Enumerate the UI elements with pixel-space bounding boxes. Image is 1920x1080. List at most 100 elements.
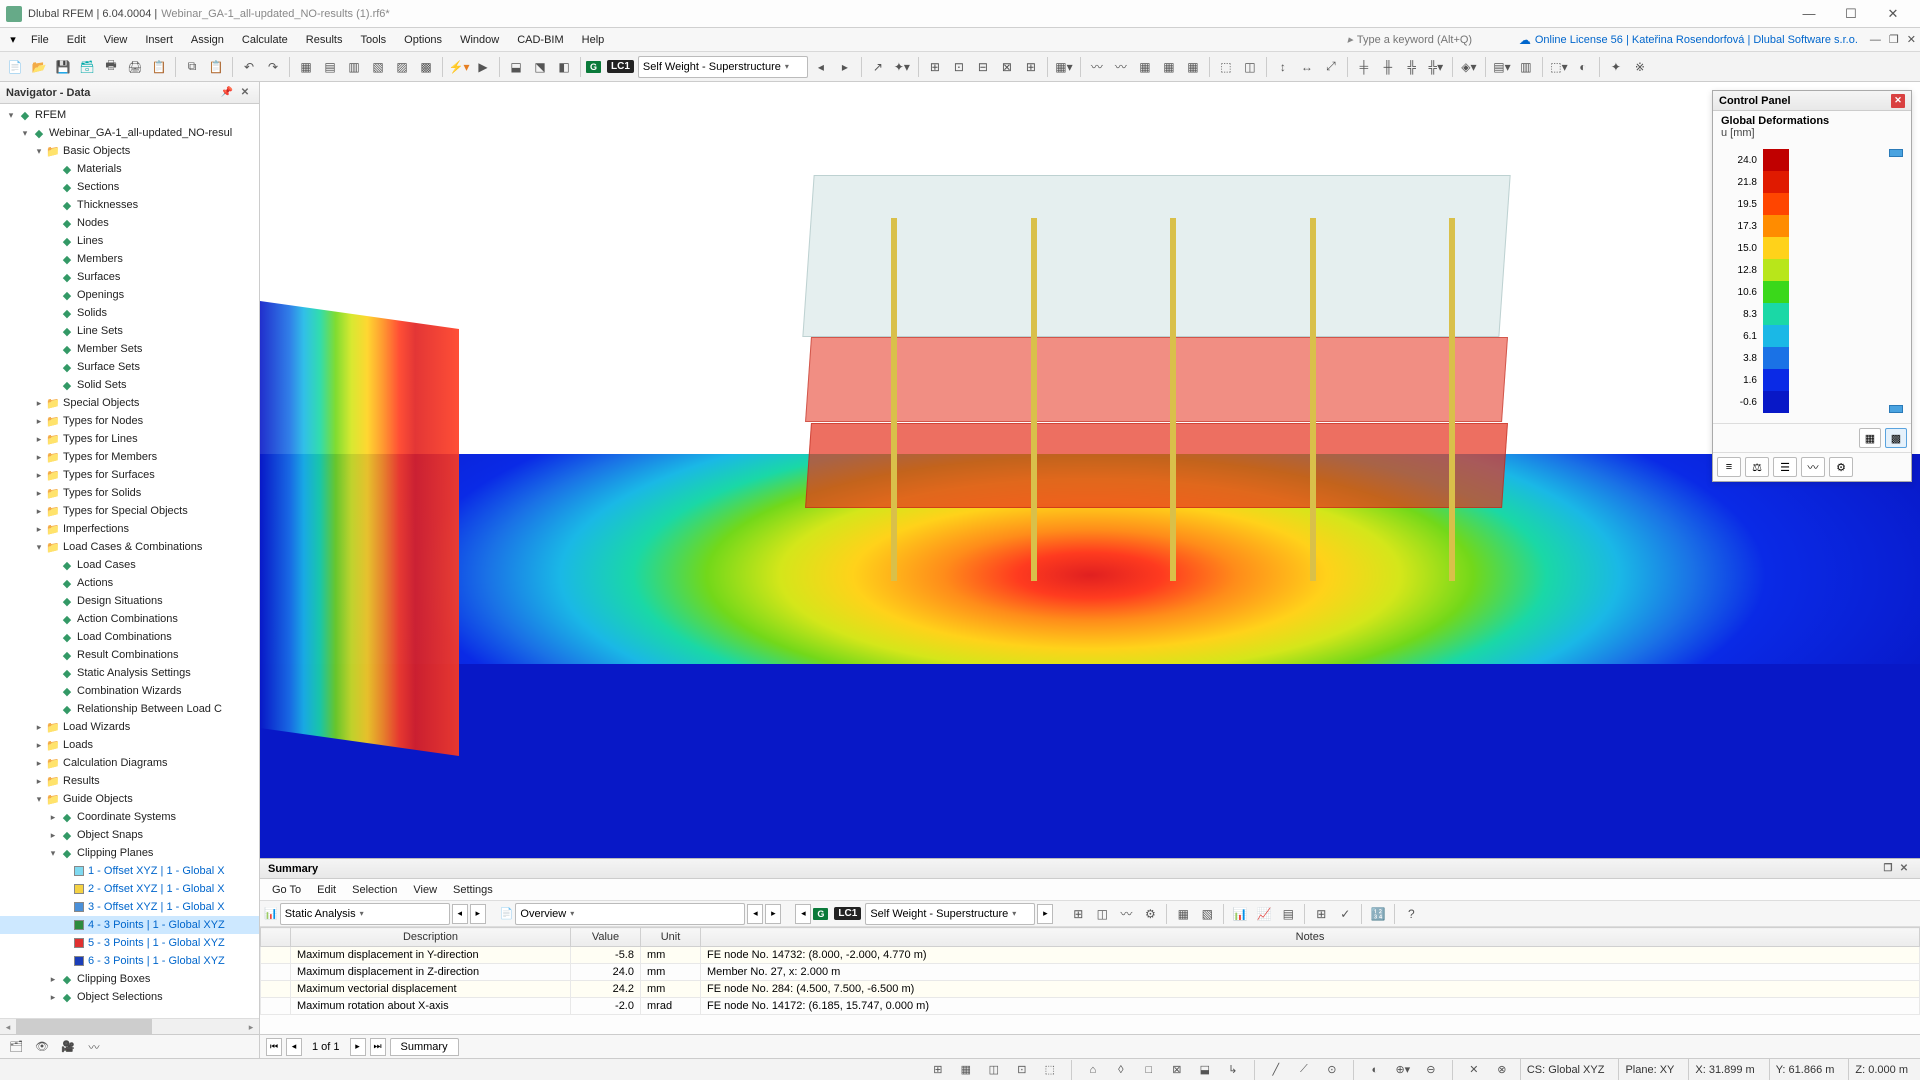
tree-node[interactable]: ◆Combination Wizards <box>0 682 259 700</box>
result3-icon[interactable]: ◧ <box>553 56 575 78</box>
page-first[interactable]: ⏮ <box>266 1038 282 1056</box>
tree-node[interactable]: ◆Design Situations <box>0 592 259 610</box>
tree-node[interactable]: 1 - Offset XYZ | 1 - Global X <box>0 862 259 880</box>
status-plane[interactable]: Plane: XY <box>1618 1059 1680 1080</box>
nav-tab-data-icon[interactable]: 🗂 <box>6 1038 26 1056</box>
tree-node[interactable]: ▸Load Wizards <box>0 718 259 736</box>
window-close[interactable]: ✕ <box>1872 0 1914 28</box>
cube2-icon[interactable]: ◫ <box>1239 56 1261 78</box>
tree-node[interactable]: ▸◆Coordinate Systems <box>0 808 259 826</box>
snap4-icon[interactable]: ⊠ <box>996 56 1018 78</box>
rt7-icon[interactable]: 📊 <box>1229 903 1251 925</box>
menu-help[interactable]: Help <box>573 31 614 49</box>
page-last[interactable]: ⏭ <box>370 1038 386 1056</box>
tree-node[interactable]: ▸Types for Special Objects <box>0 502 259 520</box>
app-menu-icon[interactable]: ▾ <box>4 33 22 46</box>
save-all-icon[interactable]: 🗃 <box>76 56 98 78</box>
view4-icon[interactable]: ▧ <box>367 56 389 78</box>
menu-results[interactable]: Results <box>297 31 352 49</box>
tree-node[interactable]: ◆Surfaces <box>0 268 259 286</box>
sb13-icon[interactable]: ⟋ <box>1294 1061 1314 1079</box>
menu-window[interactable]: Window <box>451 31 508 49</box>
table-row[interactable]: Maximum vectorial displacement24.2mmFE n… <box>261 981 1920 998</box>
cp-tab-legend-icon[interactable]: ≡ <box>1717 457 1741 477</box>
calc-all-icon[interactable]: ▶ <box>472 56 494 78</box>
results-menu-edit[interactable]: Edit <box>309 882 344 898</box>
cube-icon[interactable]: ⬚ <box>1215 56 1237 78</box>
rt11-icon[interactable]: ✓ <box>1334 903 1356 925</box>
redo-icon[interactable]: ↷ <box>262 56 284 78</box>
tree-node[interactable]: ◆Materials <box>0 160 259 178</box>
menu-cad-bim[interactable]: CAD-BIM <box>508 31 572 49</box>
snap5-icon[interactable]: ⊞ <box>1020 56 1042 78</box>
sb18-icon[interactable]: ✕ <box>1464 1061 1484 1079</box>
cp-tab-scale-icon[interactable]: ⚖ <box>1745 457 1769 477</box>
sb16-icon[interactable]: ⊕▾ <box>1393 1061 1413 1079</box>
tree-node[interactable]: ◆Solid Sets <box>0 376 259 394</box>
print-icon[interactable]: 🖶 <box>100 56 122 78</box>
window-minimize[interactable]: — <box>1788 0 1830 28</box>
tree-node[interactable]: 5 - 3 Points | 1 - Global XYZ <box>0 934 259 952</box>
res-lc-next[interactable]: ▸ <box>1037 904 1053 924</box>
sb5-icon[interactable]: ⬚ <box>1040 1061 1060 1079</box>
tree-node[interactable]: ▸Types for Surfaces <box>0 466 259 484</box>
m2-icon[interactable]: ↔ <box>1296 56 1318 78</box>
results-pin-icon[interactable]: ❐ <box>1880 863 1896 874</box>
rt8-icon[interactable]: 📈 <box>1253 903 1275 925</box>
results-table[interactable]: DescriptionValueUnitNotesMaximum displac… <box>260 927 1920 1034</box>
n3-icon[interactable]: ╬ <box>1401 56 1423 78</box>
ov-next[interactable]: ▸ <box>765 904 781 924</box>
results-menu-selection[interactable]: Selection <box>344 882 405 898</box>
view5-icon[interactable]: ▨ <box>391 56 413 78</box>
tree-node[interactable]: ▸Types for Nodes <box>0 412 259 430</box>
tree-node[interactable]: ◆Load Combinations <box>0 628 259 646</box>
tree-node[interactable]: ◆Static Analysis Settings <box>0 664 259 682</box>
p2-icon[interactable]: ▥ <box>1515 56 1537 78</box>
lc-prev-icon[interactable]: ◂ <box>810 56 832 78</box>
view6-icon[interactable]: ▩ <box>415 56 437 78</box>
q1-icon[interactable]: ⬚▾ <box>1548 56 1570 78</box>
sb15-icon[interactable]: ◐ <box>1365 1061 1385 1079</box>
tree-node[interactable]: ◆Solids <box>0 304 259 322</box>
tree-node[interactable]: ▾◆RFEM <box>0 106 259 124</box>
save-icon[interactable]: 💾 <box>52 56 74 78</box>
m3-icon[interactable]: ⤢ <box>1320 56 1342 78</box>
sb14-icon[interactable]: ⊙ <box>1322 1061 1342 1079</box>
snap2-icon[interactable]: ⊡ <box>948 56 970 78</box>
sb11-icon[interactable]: ↳ <box>1223 1061 1243 1079</box>
menu-insert[interactable]: Insert <box>136 31 182 49</box>
rt1-icon[interactable]: ⊞ <box>1067 903 1089 925</box>
tree-node[interactable]: ◆Result Combinations <box>0 646 259 664</box>
tree-node[interactable]: ▾Load Cases & Combinations <box>0 538 259 556</box>
legend-min-handle[interactable] <box>1889 405 1903 413</box>
sb10-icon[interactable]: ⬓ <box>1195 1061 1215 1079</box>
nav-hscroll[interactable]: ◂▸ <box>0 1018 259 1034</box>
sb6-icon[interactable]: ⌂ <box>1083 1061 1103 1079</box>
navigator-tree[interactable]: ▾◆RFEM▾◆Webinar_GA-1_all-updated_NO-resu… <box>0 104 259 1018</box>
arrow-icon[interactable]: ↗ <box>867 56 889 78</box>
rt9-icon[interactable]: ▤ <box>1277 903 1299 925</box>
tree-node[interactable]: ▸◆Clipping Boxes <box>0 970 259 988</box>
menu-calculate[interactable]: Calculate <box>233 31 297 49</box>
page-next[interactable]: ▸ <box>350 1038 366 1056</box>
tree-node[interactable]: ▸Results <box>0 772 259 790</box>
open-icon[interactable]: 📂 <box>28 56 50 78</box>
cp-tab-list-icon[interactable]: ☰ <box>1773 457 1797 477</box>
table-row[interactable]: Maximum displacement in Z-direction24.0m… <box>261 964 1920 981</box>
tree-node[interactable]: ▸◆Object Selections <box>0 988 259 1006</box>
q2-icon[interactable]: ◐ <box>1572 56 1594 78</box>
nav-tab-results-icon[interactable]: 〰 <box>84 1038 104 1056</box>
tree-node[interactable]: 6 - 3 Points | 1 - Global XYZ <box>0 952 259 970</box>
results-close-icon[interactable]: ✕ <box>1896 863 1912 874</box>
tree-node[interactable]: ▸Calculation Diagrams <box>0 754 259 772</box>
tree-node[interactable]: ◆Actions <box>0 574 259 592</box>
tree-node[interactable]: ◆Members <box>0 250 259 268</box>
nav-tab-views-icon[interactable]: 🎥 <box>58 1038 78 1056</box>
tree-node[interactable]: 3 - Offset XYZ | 1 - Global X <box>0 898 259 916</box>
view2-icon[interactable]: ▤ <box>319 56 341 78</box>
tree-node[interactable]: 2 - Offset XYZ | 1 - Global X <box>0 880 259 898</box>
control-panel-close-icon[interactable]: ✕ <box>1891 94 1905 108</box>
cp-tool1-icon[interactable]: ▦ <box>1859 428 1881 448</box>
rt3-icon[interactable]: 〰 <box>1115 903 1137 925</box>
load-case-dropdown[interactable]: Self Weight - Superstructure▾ <box>638 56 808 78</box>
